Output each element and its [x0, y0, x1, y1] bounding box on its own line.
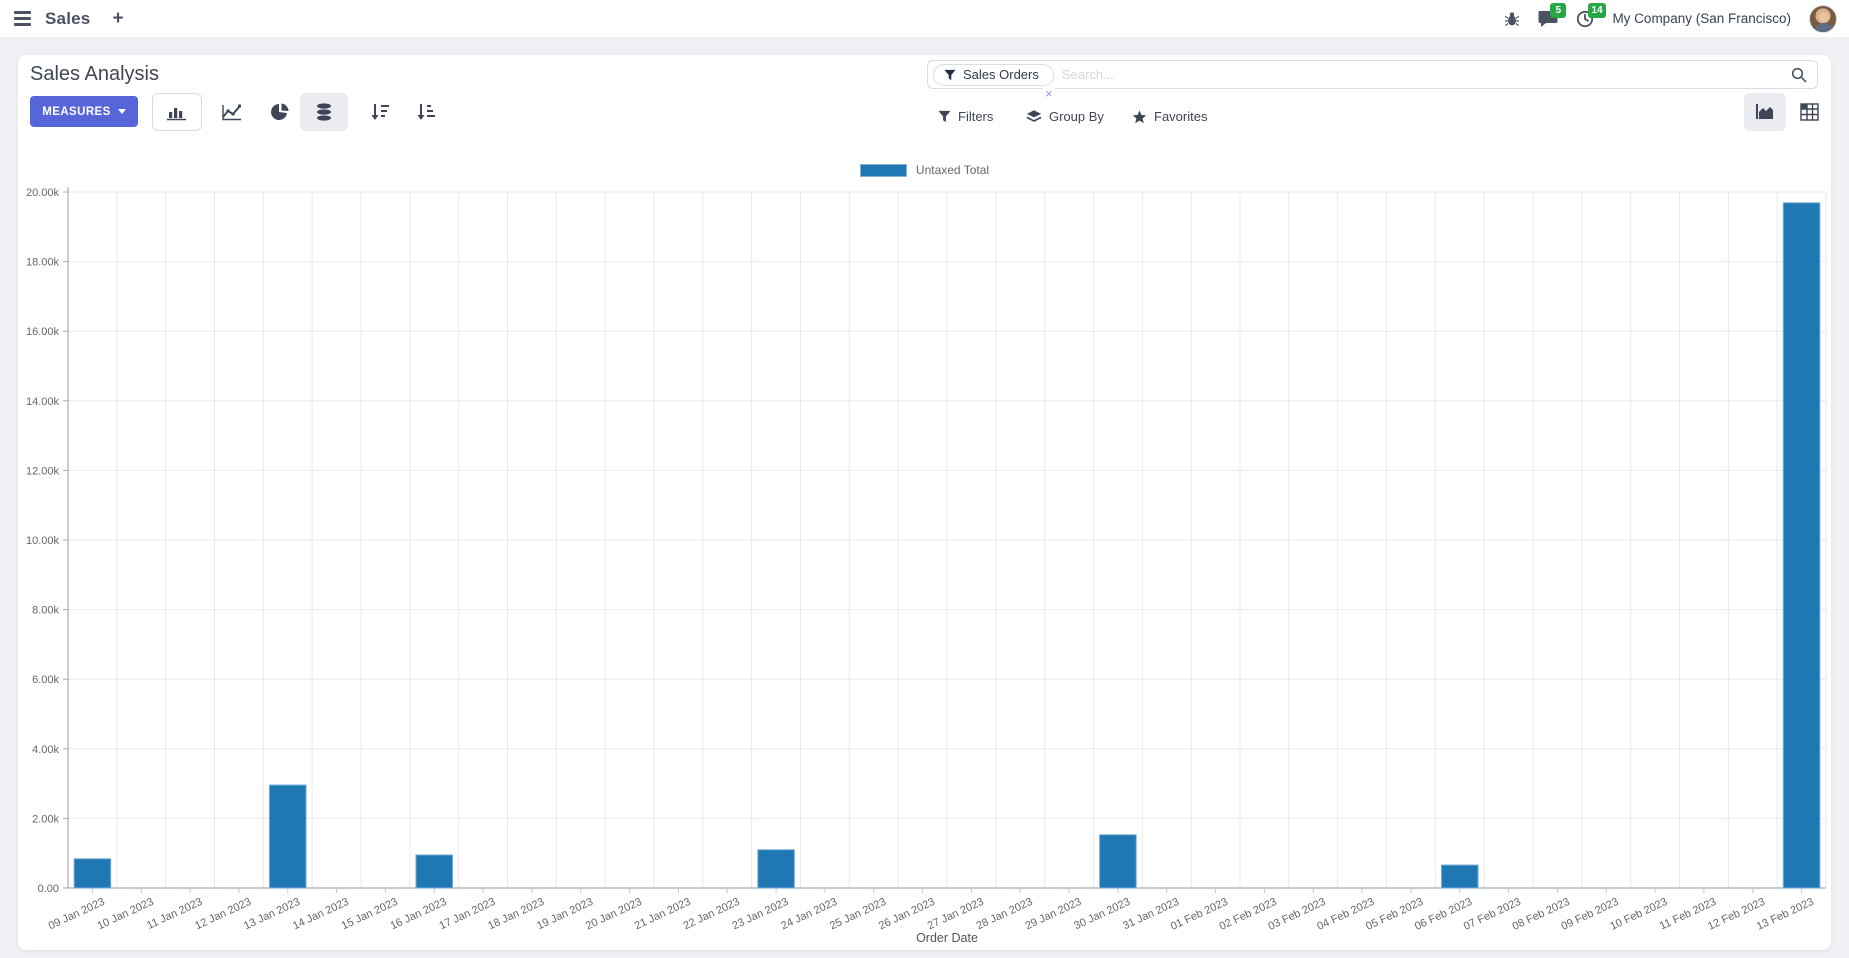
grid-lines	[67, 191, 1827, 889]
bar-06 Feb 2023[interactable]	[1440, 864, 1479, 889]
apps-menu-icon[interactable]	[14, 11, 31, 26]
bar-chart-mode-button[interactable]	[152, 93, 202, 131]
search-icon[interactable]	[1791, 67, 1807, 83]
y-tick-label: 16.00k	[26, 326, 60, 338]
sales-analysis-panel: Sales Analysis Sales Orders × MEASURES	[18, 55, 1831, 950]
sales-analysis-bar-chart[interactable]: 0.00 2.00k 4.00k 6.00k 8.00k 10.00k 12.00k 14.0…	[18, 185, 1831, 948]
messages-menu[interactable]: 5	[1538, 2, 1567, 28]
activities-menu[interactable]: 14	[1576, 2, 1606, 28]
legend-label: Untaxed Total	[915, 163, 990, 177]
graph-view-button[interactable]	[1744, 93, 1786, 131]
filter-funnel-icon	[944, 69, 956, 80]
facet-label: Sales Orders	[963, 67, 1039, 82]
y-tick-label: 2.00k	[32, 813, 59, 825]
favorites-label: Favorites	[1154, 109, 1208, 124]
page-title: Sales Analysis	[30, 63, 159, 85]
search-input[interactable]	[1053, 67, 1791, 82]
pie-chart-mode-button[interactable]	[258, 93, 302, 131]
debug-bug-icon[interactable]	[1504, 11, 1520, 27]
pivot-grid-icon	[1799, 103, 1819, 121]
y-tick-label: 4.00k	[32, 744, 59, 756]
y-tick-label: 12.00k	[26, 465, 60, 477]
axes	[63, 187, 1826, 893]
company-switcher[interactable]: My Company (San Francisco)	[1612, 11, 1791, 26]
sort-desc-icon	[371, 104, 389, 120]
search-facet-sales-orders[interactable]: Sales Orders	[933, 63, 1054, 86]
bar-13 Jan 2023[interactable]	[268, 784, 307, 889]
layers-icon	[1026, 110, 1042, 122]
filter-funnel-icon	[938, 110, 951, 123]
new-tab-plus-icon[interactable]: +	[112, 8, 124, 29]
y-tick-label: 6.00k	[32, 674, 59, 686]
bars	[73, 202, 1821, 889]
sort-descending-button[interactable]	[358, 93, 402, 131]
chart-legend[interactable]: Untaxed Total	[18, 159, 1831, 181]
y-tick-label: 14.00k	[26, 396, 60, 408]
x-tick-label: 10 Jan 2023	[96, 896, 156, 932]
messages-count-badge: 5	[1550, 2, 1567, 18]
database-stack-icon	[317, 103, 331, 121]
facet-remove-icon[interactable]: ×	[1043, 86, 1055, 101]
search-bar[interactable]: Sales Orders ×	[927, 60, 1818, 100]
chevron-down-icon	[117, 109, 126, 114]
y-tick-label: 8.00k	[32, 605, 59, 617]
bar-23 Jan 2023[interactable]	[757, 849, 795, 889]
filters-label: Filters	[958, 109, 994, 124]
star-icon	[1132, 109, 1147, 123]
group-by-label: Group By	[1049, 109, 1104, 124]
top-navbar: Sales + 5 14 My Company (San Francisco)	[0, 0, 1849, 37]
stacked-toggle-button[interactable]	[300, 93, 348, 131]
measures-button[interactable]: MEASURES	[30, 96, 138, 127]
filters-menu-button[interactable]: Filters	[938, 101, 993, 132]
y-tick-label: 10.00k	[26, 535, 60, 547]
y-tick-label: 18.00k	[26, 257, 60, 269]
group-by-menu-button[interactable]: Group By	[1026, 101, 1104, 132]
bar-16 Jan 2023[interactable]	[415, 854, 454, 889]
y-tick-label: 0.00	[38, 883, 59, 895]
bar-13 Feb 2023[interactable]	[1782, 202, 1821, 889]
clock-icon	[1577, 10, 1594, 27]
sort-ascending-button[interactable]	[404, 93, 448, 131]
bar-chart-icon	[167, 108, 186, 121]
activities-count-badge: 14	[1588, 2, 1606, 18]
line-chart-icon	[222, 104, 241, 121]
x-axis-title: Order Date	[916, 931, 978, 945]
line-chart-mode-button[interactable]	[210, 93, 254, 131]
area-chart-icon	[1756, 104, 1773, 119]
bar-09 Jan 2023[interactable]	[73, 858, 112, 889]
bar-30 Jan 2023[interactable]	[1099, 834, 1137, 889]
legend-swatch	[859, 163, 907, 177]
user-avatar[interactable]	[1809, 4, 1837, 33]
pie-chart-icon	[271, 103, 289, 120]
app-name[interactable]: Sales	[45, 8, 91, 28]
pivot-view-button[interactable]	[1788, 93, 1830, 131]
measures-label: MEASURES	[42, 105, 111, 118]
favorites-menu-button[interactable]: Favorites	[1132, 101, 1207, 132]
y-tick-label: 20.00k	[26, 187, 60, 199]
sort-asc-icon	[417, 104, 435, 120]
